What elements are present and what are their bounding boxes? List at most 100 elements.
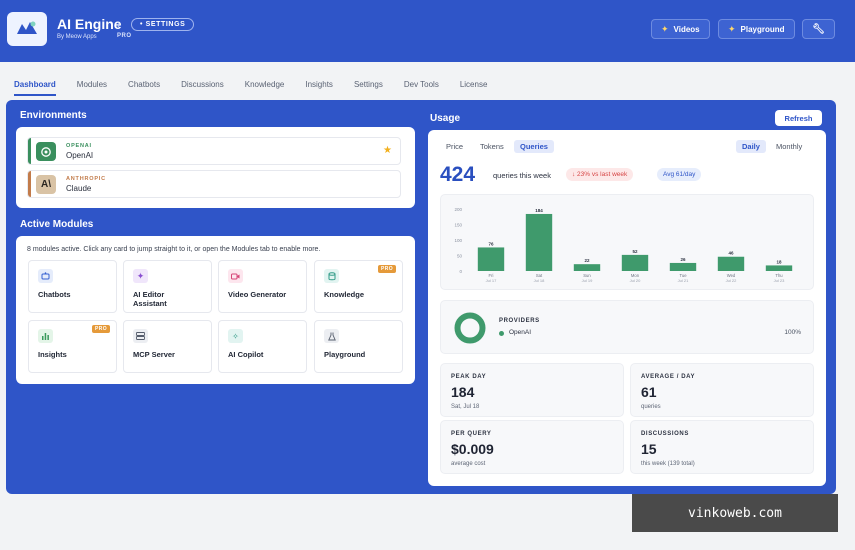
module-card-video-generator[interactable]: Video Generator (218, 260, 307, 313)
wrench-icon: 🔧︎ (812, 23, 825, 35)
tab-dashboard[interactable]: Dashboard (14, 80, 56, 96)
bar-fri (477, 247, 505, 271)
modules-description: 8 modules active. Click any card to jump… (27, 246, 321, 253)
chevron-right-icon: › (117, 17, 121, 31)
video-icon (228, 269, 243, 283)
module-name: MCP Server (133, 350, 175, 359)
tab-modules[interactable]: Modules (76, 80, 108, 89)
bar-value-label: 22 (584, 258, 590, 263)
average-badge: Avg 61/day (657, 168, 702, 181)
x-tick-date: Jul 23 (774, 278, 785, 283)
metric-tab-queries[interactable]: Queries (514, 140, 554, 153)
bar-value-label: 52 (632, 249, 638, 254)
stat-value: $0.009 (451, 441, 494, 457)
bar-value-label: 26 (680, 257, 686, 262)
usage-chart-card: 0 50 100 150 200 76 Fri Jul 17 184 Sat Jul 18 22 Sun… (440, 194, 814, 290)
metric-tab-tokens[interactable]: Tokens (480, 142, 504, 151)
playground-button[interactable]: ✦ Playground (718, 19, 795, 39)
environment-anthropic[interactable]: A\ ANTHROPIC Claude (27, 170, 401, 198)
x-tick-date: Jul 21 (678, 278, 689, 283)
y-tick-label: 0 (459, 269, 462, 274)
stat-card-per-query: PER QUERY $0.009 average cost (440, 420, 624, 474)
sparkle-icon: ✦ (133, 269, 148, 283)
pro-badge: PRO (377, 265, 396, 273)
module-card-insights[interactable]: PRO Insights (28, 320, 117, 373)
usage-card: Price Tokens Queries Daily Monthly 424 q… (428, 130, 826, 486)
tab-license[interactable]: License (459, 80, 488, 89)
environment-openai[interactable]: OPENAI OpenAI ★ (27, 137, 401, 165)
stat-value: 15 (641, 441, 657, 457)
pro-tag: PRO (117, 33, 132, 39)
sparkle-icon: ✦ (728, 23, 736, 34)
module-name: Playground (324, 350, 366, 359)
bar-value-label: 46 (728, 251, 734, 256)
x-tick-day: Tue (679, 273, 687, 278)
bar-mon (621, 254, 649, 271)
module-card-knowledge[interactable]: PRO Knowledge (314, 260, 403, 313)
metric-tab-price[interactable]: Price (446, 142, 464, 151)
stat-card-peak-day: PEAK DAY 184 Sat, Jul 18 (440, 363, 624, 417)
usage-title: Usage (430, 113, 461, 124)
videos-button[interactable]: ✦ Videos (651, 19, 710, 39)
app-logo[interactable] (7, 12, 47, 46)
dashboard-panel: Environments OPENAI OpenAI ★ A\ ANTHROPI… (6, 100, 836, 494)
module-card-ai-editor-assistant[interactable]: ✦ AI Editor Assistant (123, 260, 212, 313)
stat-label: DISCUSSIONS (641, 431, 689, 437)
accent-bar (28, 171, 31, 197)
settings-pill: • SETTINGS (131, 18, 195, 31)
flask-icon (324, 329, 339, 343)
x-tick-day: Thu (775, 273, 783, 278)
x-tick-date: Jul 17 (486, 278, 497, 283)
modules-card: 8 modules active. Click any card to jump… (16, 236, 415, 384)
x-tick-date: Jul 18 (534, 278, 545, 283)
tab-discussions[interactable]: Discussions (181, 80, 224, 89)
x-tick-date: Jul 19 (582, 278, 593, 283)
y-tick-label: 200 (454, 207, 462, 212)
module-card-mcp-server[interactable]: MCP Server (123, 320, 212, 373)
tab-knowledge[interactable]: Knowledge (244, 80, 285, 89)
main-tabs: Dashboard Modules Chatbots Discussions K… (14, 80, 487, 96)
y-tick-label: 50 (457, 254, 463, 259)
stat-value: 61 (641, 384, 657, 400)
env-label: OPENAI (66, 143, 92, 149)
bar-sun (573, 264, 601, 271)
active-modules-title: Active Modules (20, 219, 94, 230)
env-name: OpenAI (66, 151, 94, 160)
env-name: Claude (66, 184, 92, 193)
period-tab-monthly[interactable]: Monthly (776, 142, 803, 151)
module-card-playground[interactable]: Playground (314, 320, 403, 373)
providers-donut-chart (454, 312, 486, 344)
tab-insights[interactable]: Insights (305, 80, 333, 89)
app-header: AI Engine › • SETTINGS By Meow Apps PRO … (0, 0, 855, 62)
stat-label: AVERAGE / DAY (641, 374, 696, 380)
app-title: AI Engine (57, 16, 122, 32)
period-tab-daily[interactable]: Daily (736, 140, 766, 153)
environments-card: OPENAI OpenAI ★ A\ ANTHROPIC Claude (16, 127, 415, 208)
openai-icon (36, 142, 56, 161)
stat-label: PEAK DAY (451, 374, 487, 380)
accent-bar (28, 138, 31, 164)
tab-dev-tools[interactable]: Dev Tools (403, 80, 439, 89)
playground-button-label: Playground (740, 24, 785, 34)
tab-chatbots[interactable]: Chatbots (128, 80, 161, 89)
providers-card: PROVIDERS OpenAI 100% (440, 300, 814, 354)
module-card-chatbots[interactable]: Chatbots (28, 260, 117, 313)
bar-value-label: 76 (488, 241, 494, 246)
stat-card-discussions: DISCUSSIONS 15 this week (139 total) (630, 420, 814, 474)
byline: By Meow Apps (57, 34, 97, 40)
module-name: AI Copilot (228, 350, 264, 359)
x-tick-day: Mon (631, 273, 640, 278)
refresh-button[interactable]: Refresh (775, 110, 822, 126)
watermark: vinkoweb.com (632, 494, 838, 532)
tab-settings[interactable]: Settings (353, 80, 383, 89)
stat-sub: queries (641, 404, 661, 410)
providers-title: PROVIDERS (499, 318, 540, 324)
star-icon[interactable]: ★ (383, 145, 392, 156)
environments-title: Environments (20, 110, 87, 121)
tools-button[interactable]: 🔧︎ (802, 19, 835, 39)
bar-chart-icon (38, 329, 53, 343)
provider-name: OpenAI (509, 329, 532, 336)
x-tick-day: Sun (583, 273, 591, 278)
module-card-ai-copilot[interactable]: ✧ AI Copilot (218, 320, 307, 373)
